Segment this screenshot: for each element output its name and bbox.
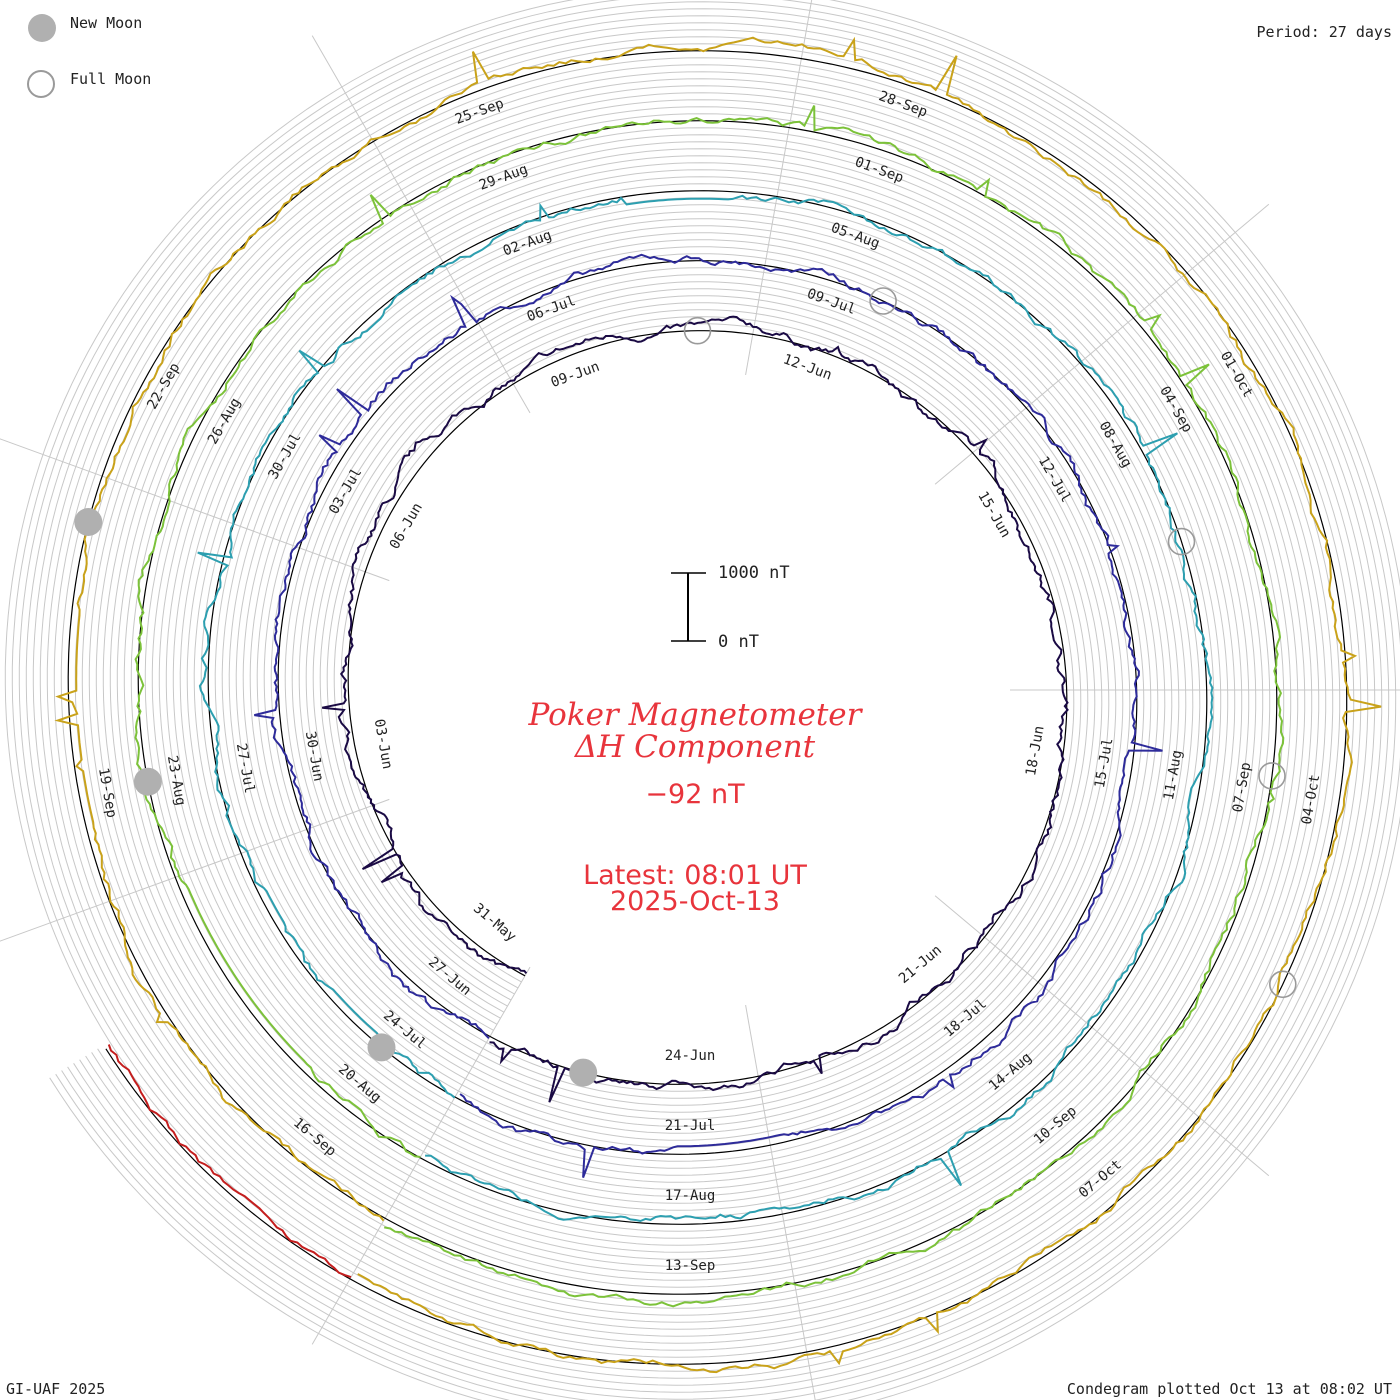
date-label: 01-Sep bbox=[853, 154, 906, 186]
new-moon-marker bbox=[569, 1058, 598, 1087]
full-moon-marker bbox=[1258, 762, 1286, 790]
date-label: 21-Jul bbox=[665, 1118, 716, 1134]
date-label: 25-Sep bbox=[453, 96, 506, 128]
grid-spoke-0 bbox=[311, 966, 531, 1345]
date-label: 14-Aug bbox=[986, 1049, 1035, 1094]
date-label: 08-Aug bbox=[1096, 419, 1135, 471]
data-traces bbox=[54, 36, 1382, 1374]
full-moon-icon bbox=[27, 70, 55, 98]
grid-spoke-7 bbox=[934, 895, 1270, 1177]
date-label: 16-Sep bbox=[290, 1115, 339, 1160]
scale-bar bbox=[671, 572, 706, 642]
moon-markers bbox=[74, 287, 1297, 1087]
grid-spiral-8 bbox=[11, 0, 1400, 1400]
date-label: 27-Jun bbox=[425, 954, 474, 999]
date-label: 12-Jun bbox=[781, 351, 834, 383]
latest-time: Latest: 08:01 UT bbox=[583, 860, 807, 891]
trace-turn-1 bbox=[322, 315, 1069, 1103]
date-label: 13-Sep bbox=[665, 1258, 716, 1274]
date-label: 17-Aug bbox=[665, 1188, 716, 1204]
legend-new-moon-label: New Moon bbox=[70, 14, 143, 32]
date-label: 04-Sep bbox=[1156, 384, 1195, 436]
legend-full-moon-label: Full Moon bbox=[70, 70, 152, 88]
grid-spiral-4 bbox=[39, 22, 1376, 1393]
grid-spoke-4 bbox=[745, 0, 813, 375]
scale-bottom-label: 0 nT bbox=[718, 632, 759, 652]
new-moon-marker bbox=[367, 1033, 396, 1062]
grid-spoke-1 bbox=[0, 798, 390, 942]
date-label: 15-Jun bbox=[974, 489, 1013, 541]
trace-turn-4 bbox=[134, 105, 1285, 1308]
date-label: 01-Oct bbox=[1217, 349, 1256, 401]
date-label: 09-Jun bbox=[549, 359, 602, 391]
trace-turn-5 bbox=[54, 36, 1382, 1374]
new-moon-marker bbox=[133, 767, 162, 796]
date-label: 07-Oct bbox=[1076, 1157, 1125, 1202]
grid-spiral-9 bbox=[4, 0, 1400, 1400]
date-label: 02-Aug bbox=[501, 227, 554, 259]
credit-label: GI-UAF 2025 bbox=[6, 1380, 106, 1398]
latest-date: 2025-Oct-13 bbox=[610, 886, 780, 917]
grid-spiral-6 bbox=[25, 8, 1390, 1400]
period-label: Period: 27 days bbox=[1256, 23, 1392, 41]
new-moon-icon bbox=[28, 14, 56, 42]
date-label: 09-Jul bbox=[805, 286, 858, 318]
new-moon-marker bbox=[74, 508, 103, 536]
trace-turn-6 bbox=[107, 1044, 352, 1279]
plotted-label: Condegram plotted Oct 13 at 08:02 UT bbox=[1066, 1380, 1392, 1398]
full-moon-marker bbox=[869, 287, 897, 315]
title-line-2: ΔH Component bbox=[574, 729, 816, 765]
date-label: 10-Sep bbox=[1031, 1103, 1080, 1148]
grid-spiral-5 bbox=[32, 15, 1383, 1400]
date-label: 24-Jun bbox=[665, 1048, 716, 1064]
date-label: 28-Sep bbox=[877, 88, 930, 120]
date-label: 21-Jun bbox=[896, 942, 945, 987]
grid-spoke-5 bbox=[934, 203, 1270, 485]
grid-spiral-2 bbox=[53, 36, 1362, 1379]
full-moon-marker bbox=[1167, 527, 1196, 556]
grid-spiral-3 bbox=[46, 29, 1369, 1386]
date-label: 06-Jun bbox=[387, 500, 426, 552]
scale-top-label: 1000 nT bbox=[718, 563, 790, 583]
trace-turn-3 bbox=[197, 194, 1214, 1223]
grid-spiral-7 bbox=[18, 1, 1397, 1400]
date-label: 18-Jul bbox=[941, 996, 990, 1041]
full-moon-marker bbox=[1269, 970, 1297, 999]
full-moon-marker bbox=[683, 316, 712, 345]
current-value: −92 nT bbox=[645, 779, 745, 810]
trace-turn-2 bbox=[254, 253, 1163, 1178]
date-label: 12-Jul bbox=[1035, 454, 1074, 506]
title-line-1: Poker Magnetometer bbox=[528, 697, 862, 733]
date-label: 06-Jul bbox=[525, 293, 578, 325]
grid-spoke-3 bbox=[311, 35, 531, 414]
grid-spoke-2 bbox=[0, 438, 390, 582]
date-label: 29-Aug bbox=[477, 161, 530, 193]
